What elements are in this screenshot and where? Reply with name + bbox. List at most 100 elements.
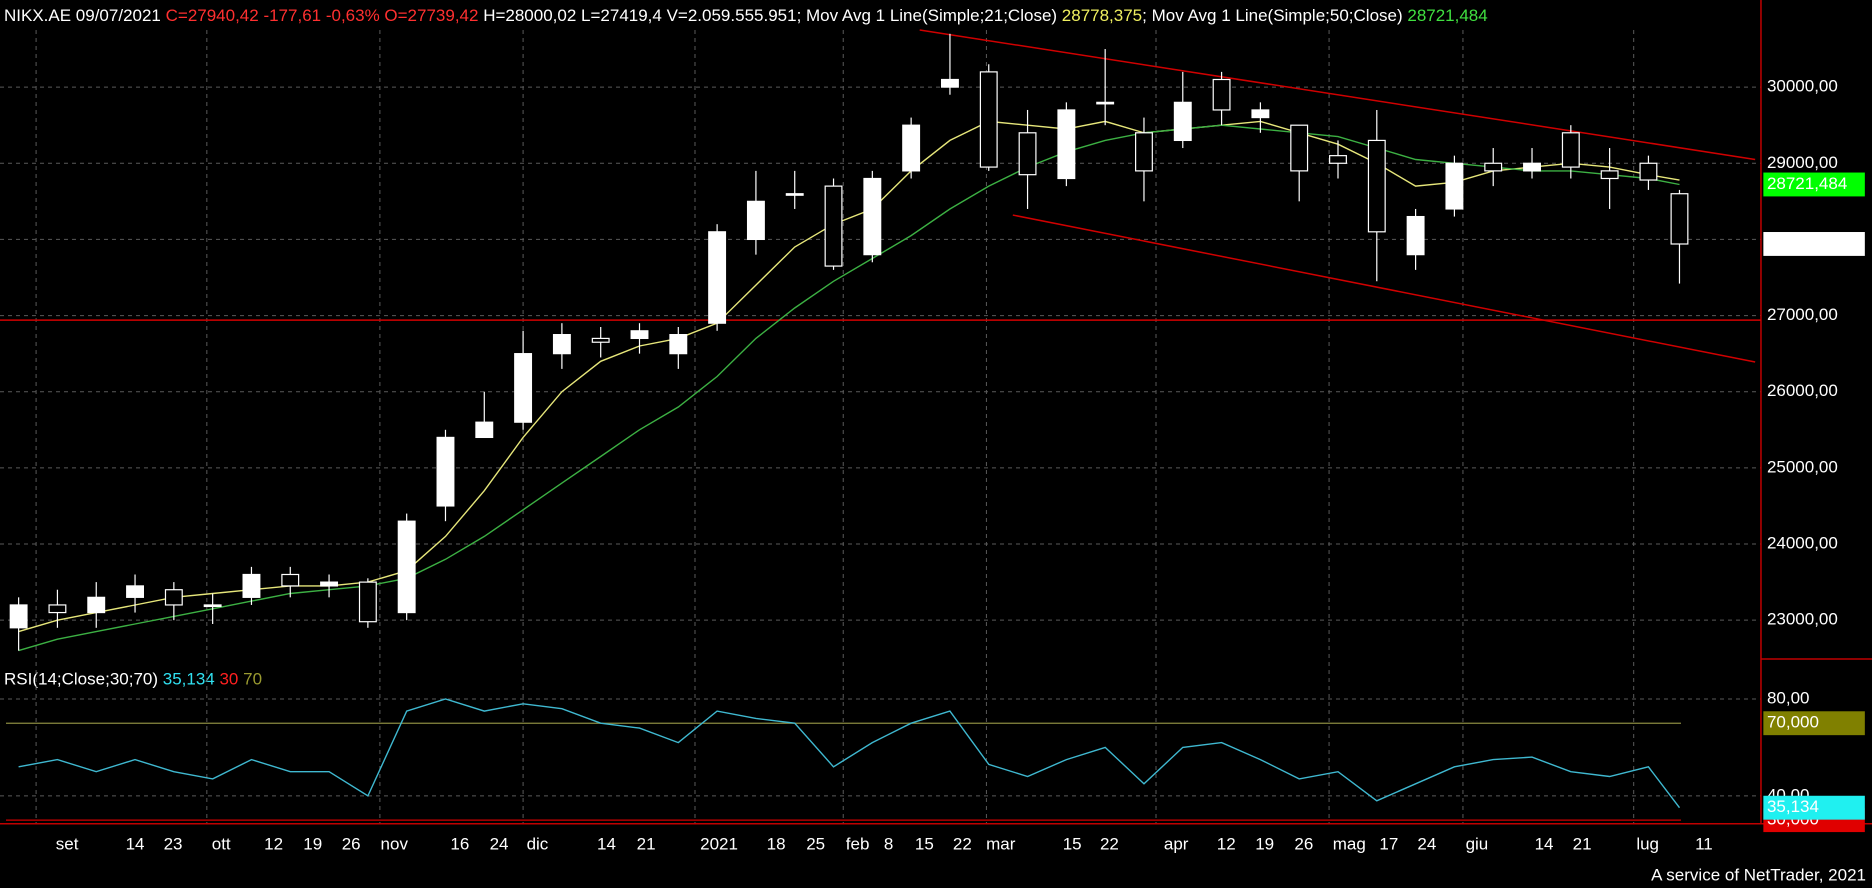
candle-body	[1670, 193, 1689, 245]
x-tick-label: 17	[1379, 835, 1398, 854]
x-tick-label: nov	[381, 835, 409, 854]
line-series	[18, 698, 1681, 809]
candle-body	[1251, 109, 1270, 119]
footer: A service of NetTrader, 2021	[1651, 865, 1866, 884]
candle-body	[940, 78, 959, 88]
x-tick-label: mag	[1333, 835, 1366, 854]
legend-text: 28721,484	[1407, 6, 1487, 25]
x-tick-label: 14	[597, 835, 616, 854]
candle-body	[1173, 101, 1192, 142]
x-tick-label: mar	[986, 835, 1016, 854]
y-tick-label: 25000,00	[1767, 457, 1838, 476]
x-tick-label: 25	[806, 835, 825, 854]
x-tick-label: 26	[342, 835, 361, 854]
trend-line	[919, 29, 1756, 161]
candle-body	[475, 421, 494, 439]
x-tick-label: 23	[164, 835, 183, 854]
legend-text: RSI(14;Close;30;70)	[4, 670, 163, 689]
legend-text: 35,134	[163, 670, 215, 689]
legend-text: ; Mov Avg 1 Line(Simple;50;Close)	[1142, 6, 1407, 25]
candle-body	[358, 581, 377, 623]
y-tick-label: 27000,00	[1767, 305, 1838, 324]
candle-body	[1212, 78, 1231, 111]
x-tick-label: 21	[1573, 835, 1592, 854]
candle-body	[669, 334, 688, 355]
candle-body	[1406, 215, 1425, 256]
candle-body	[9, 604, 28, 629]
x-tick-label: 26	[1294, 835, 1313, 854]
candle-body	[320, 581, 339, 587]
x-tick-label: feb	[846, 835, 870, 854]
value-marker-label: 27940,42	[1767, 233, 1838, 252]
candle-body	[552, 334, 571, 355]
x-tick-label: 2021	[700, 835, 738, 854]
candle-body	[281, 573, 300, 587]
candle-body	[87, 596, 106, 614]
trend-line	[1012, 214, 1756, 363]
candle-body	[1290, 124, 1309, 172]
candle-body	[1561, 132, 1580, 168]
legend-text: C=27940,42 -177,61 -0,63% O=27739,42	[166, 6, 479, 25]
candle-body	[397, 520, 416, 614]
candle-body	[591, 337, 610, 343]
x-tick-label: 12	[1217, 835, 1236, 854]
candle-body	[126, 585, 144, 598]
legend-header: NIKX.AE 09/07/2021 C=27940,42 -177,61 -0…	[4, 6, 1488, 25]
candle-body	[708, 231, 727, 324]
candle-body	[48, 604, 67, 614]
x-tick-label: 8	[884, 835, 893, 854]
value-marker-label: 35,134	[1767, 797, 1819, 816]
candle-body	[242, 573, 261, 598]
legend-text: 28778,375	[1062, 6, 1142, 25]
candle-body	[746, 200, 765, 241]
y-tick-label: 30000,00	[1767, 77, 1838, 96]
x-tick-label: apr	[1164, 835, 1189, 854]
candle-body	[164, 589, 183, 606]
x-tick-label: set	[56, 835, 79, 854]
value-marker	[1763, 795, 1865, 820]
x-tick-label: 14	[126, 835, 145, 854]
candle-body	[1018, 132, 1037, 176]
value-marker-label: 70,000	[1767, 713, 1819, 732]
x-tick-label: 16	[450, 835, 469, 854]
candle-body	[514, 353, 533, 423]
candle-body	[436, 436, 455, 507]
x-tick-label: 19	[1255, 835, 1274, 854]
candle-body	[1367, 139, 1386, 233]
candle-body	[1639, 162, 1658, 181]
y-tick-label: 80,00	[1767, 688, 1810, 707]
legend-header: RSI(14;Close;30;70) 35,134 30 70	[4, 670, 262, 689]
candle-body	[1523, 162, 1541, 172]
candle-body	[630, 330, 649, 340]
y-tick-label: 23000,00	[1767, 610, 1838, 629]
candle-body	[203, 604, 222, 608]
x-tick-label: 15	[915, 835, 934, 854]
x-tick-label: 21	[637, 835, 656, 854]
candle-body	[863, 177, 882, 256]
legend-text: 70	[238, 670, 262, 689]
candle-body	[785, 193, 804, 196]
candle-body	[1096, 101, 1115, 105]
value-marker	[1763, 172, 1865, 197]
line-series	[18, 124, 1680, 652]
value-marker	[1763, 711, 1865, 736]
x-tick-label: 24	[490, 835, 509, 854]
x-tick-label: 14	[1535, 835, 1554, 854]
value-marker	[1763, 232, 1865, 256]
x-tick-label: 12	[264, 835, 283, 854]
x-tick-label: 11	[1695, 835, 1713, 854]
x-tick-label: dic	[527, 835, 549, 854]
legend-text: ; Mov Avg 1 Line(Simple;21;Close)	[797, 6, 1062, 25]
candle-body	[1484, 162, 1503, 172]
x-tick-label: giu	[1466, 835, 1489, 854]
y-tick-label: 26000,00	[1767, 381, 1838, 400]
legend-text: NIKX.AE 09/07/2021	[4, 6, 166, 25]
x-tick-label: 24	[1417, 835, 1436, 854]
candle-body	[1600, 170, 1619, 180]
y-tick-label: 29000,00	[1767, 153, 1838, 172]
x-tick-label: 22	[953, 835, 972, 854]
x-tick-label: 19	[303, 835, 322, 854]
candle-body	[979, 71, 998, 168]
